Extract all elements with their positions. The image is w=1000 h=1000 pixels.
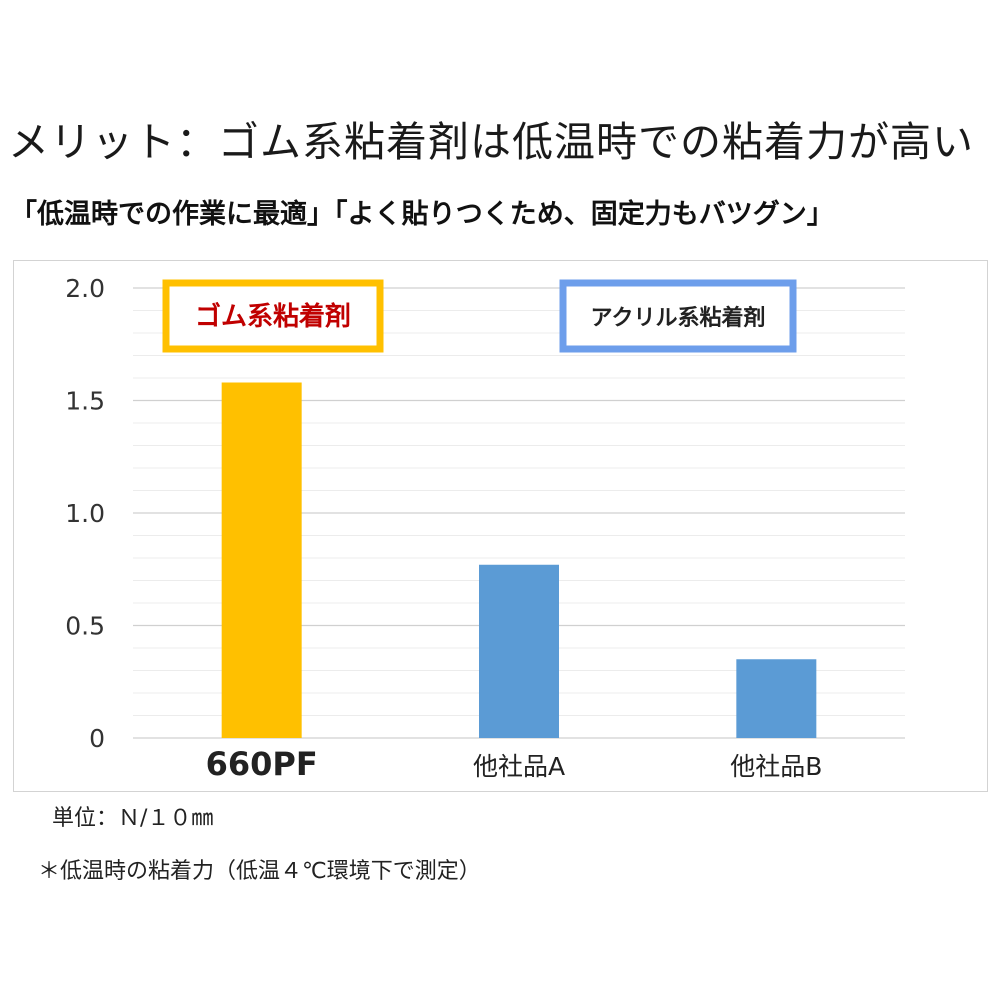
legend-box <box>559 279 797 353</box>
x-category-label: 他社品A <box>473 752 565 781</box>
unit-note: 単位：Ｎ/１０㎜ <box>52 806 214 831</box>
condition-note: ＊低温時の粘着力（低温４℃環境下で測定） <box>38 859 481 884</box>
legend-box <box>162 279 384 353</box>
y-axis-ticks: 0 0.5 1.0 1.5 2.0 <box>65 274 105 753</box>
y-tick-label: 2.0 <box>65 274 105 303</box>
x-axis-labels: 660PF 他社品A 他社品B <box>206 745 823 783</box>
legend-label: ゴム系粘着剤 <box>195 301 351 332</box>
y-tick-label: 0.5 <box>65 612 105 641</box>
bar <box>736 659 817 738</box>
bar <box>479 564 559 738</box>
x-category-label: 660PF <box>206 745 318 783</box>
x-category-label: 他社品B <box>730 752 822 781</box>
chart-subheadline: 「低温時での作業に最適」「よく貼りつくため、固定力もバツグン」 <box>10 199 834 230</box>
y-tick-label: 0 <box>89 724 105 753</box>
y-tick-label: 1.0 <box>65 499 105 528</box>
y-tick-label: 1.5 <box>65 387 105 416</box>
chart-headline: メリット：ゴム系粘着剤は低温時での粘着力が高い <box>8 118 974 166</box>
bar <box>221 382 302 738</box>
legend-label: アクリル系粘着剤 <box>591 305 766 331</box>
chart-bars <box>221 382 817 738</box>
chart-legend: ゴム系粘着剤 アクリル系粘着剤 <box>162 279 797 353</box>
